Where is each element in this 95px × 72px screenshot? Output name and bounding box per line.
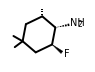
Text: 2: 2 <box>77 20 82 29</box>
Text: NH: NH <box>70 18 85 28</box>
Polygon shape <box>52 44 63 53</box>
Text: F: F <box>64 49 69 59</box>
